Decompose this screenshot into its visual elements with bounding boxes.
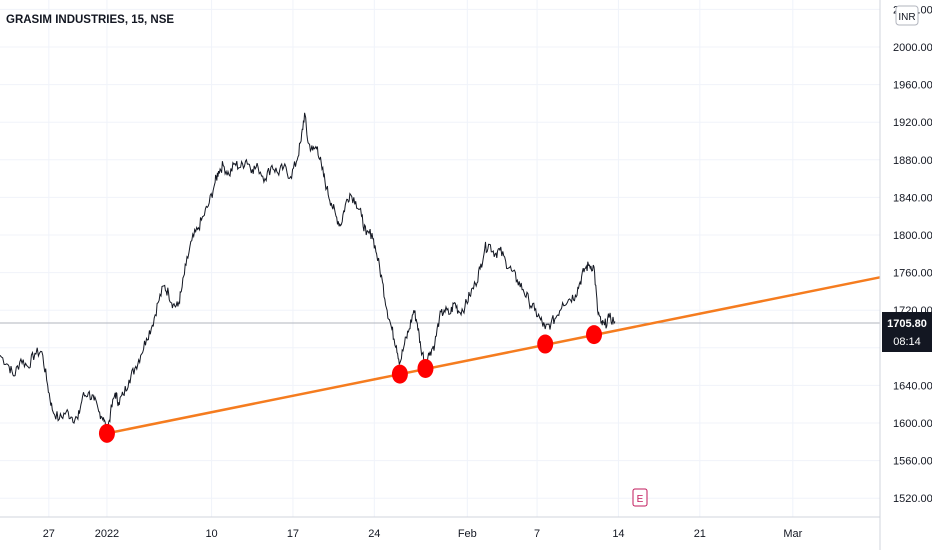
x-tick-label: 27 xyxy=(43,528,55,540)
touch-point-marker xyxy=(417,358,434,378)
trendline[interactable] xyxy=(106,276,881,435)
y-tick-label: 1640.00 xyxy=(893,380,932,392)
x-tick-label: 2022 xyxy=(95,528,119,540)
earnings-event-label: E xyxy=(637,494,644,505)
y-tick-label: 1800.00 xyxy=(893,230,932,242)
y-tick-label: 1760.00 xyxy=(893,268,932,280)
y-tick-label: 1880.00 xyxy=(893,155,932,167)
y-tick-label: 1960.00 xyxy=(893,80,932,92)
y-tick-label: 1520.00 xyxy=(893,493,932,505)
y-tick-label: 1600.00 xyxy=(893,418,932,430)
currency-badge-frame xyxy=(895,5,919,26)
last-price-tag-background xyxy=(882,312,932,352)
y-tick-label: 2000.00 xyxy=(893,42,932,54)
y-tick-label: 1560.00 xyxy=(893,456,932,468)
x-tick-label: 7 xyxy=(534,528,540,540)
x-tick-label: 14 xyxy=(612,528,624,540)
x-tick-label: Mar xyxy=(783,528,802,540)
chart-title: GRASIM INDUSTRIES, 15, NSE xyxy=(6,14,174,26)
x-tick-label: Feb xyxy=(458,528,477,540)
currency-badge[interactable]: INR xyxy=(895,5,919,26)
touch-point-marker xyxy=(586,325,603,345)
y-tick-label: 1920.00 xyxy=(893,117,932,129)
touch-point-marker xyxy=(391,364,408,384)
x-tick-label: 10 xyxy=(205,528,217,540)
grid-lines xyxy=(0,0,880,517)
y-tick-label: 1840.00 xyxy=(893,192,932,204)
touch-point-marker xyxy=(98,423,115,443)
earnings-event-frame xyxy=(632,488,648,507)
x-tick-label: 24 xyxy=(368,528,380,540)
bar-countdown: 08:14 xyxy=(893,336,921,348)
price-series-line xyxy=(0,112,616,435)
earnings-event-marker[interactable]: E xyxy=(632,488,648,507)
touch-point-marker xyxy=(537,334,554,354)
last-price-tag: 1705.80 08:14 xyxy=(882,312,932,352)
x-tick-label: 17 xyxy=(287,528,299,540)
currency-label: INR xyxy=(898,12,915,23)
time-axis[interactable]: 27 2022 10 17 24 Feb 7 14 21 Mar xyxy=(43,528,803,540)
last-price-value: 1705.80 xyxy=(887,318,927,330)
touch-point-markers xyxy=(98,325,603,443)
x-tick-label: 21 xyxy=(694,528,706,540)
